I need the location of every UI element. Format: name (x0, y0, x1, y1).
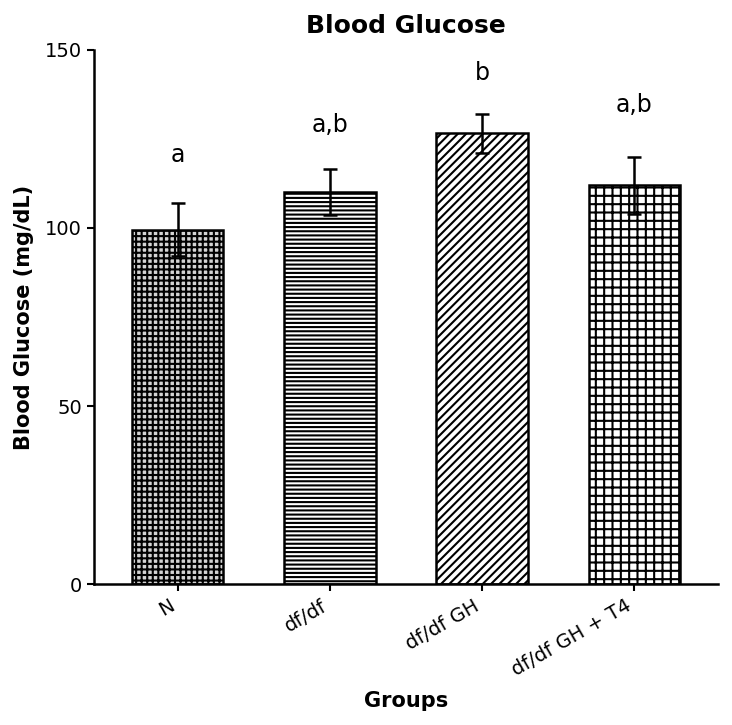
Bar (132, 230, 223, 584)
Bar (589, 185, 680, 584)
Title: Blood Glucose: Blood Glucose (306, 14, 506, 38)
Bar (132, 230, 223, 584)
Y-axis label: Blood Glucose (mg/dL): Blood Glucose (mg/dL) (14, 184, 34, 450)
X-axis label: Groups: Groups (364, 691, 448, 711)
Text: a,b: a,b (616, 94, 653, 117)
Bar (284, 192, 376, 584)
Text: a,b: a,b (312, 113, 348, 137)
Text: b: b (474, 61, 490, 86)
Text: a: a (171, 144, 185, 167)
Bar (436, 133, 528, 584)
